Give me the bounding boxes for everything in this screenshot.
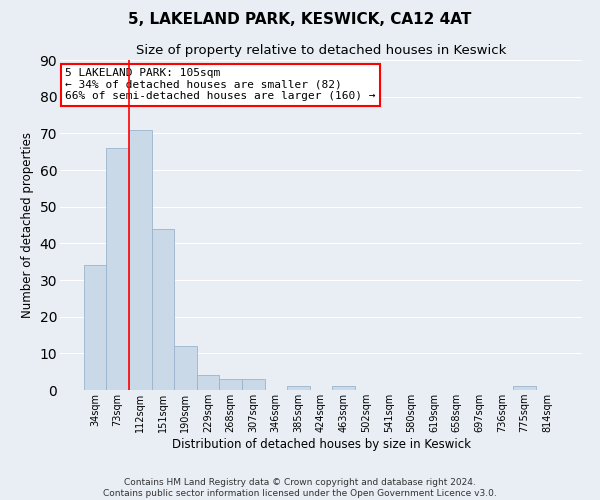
Y-axis label: Number of detached properties: Number of detached properties [21, 132, 34, 318]
Title: Size of property relative to detached houses in Keswick: Size of property relative to detached ho… [136, 44, 506, 58]
Bar [106, 148, 129, 390]
Bar [287, 386, 310, 390]
Bar [174, 346, 197, 390]
X-axis label: Distribution of detached houses by size in Keswick: Distribution of detached houses by size … [172, 438, 470, 451]
Bar [332, 386, 355, 390]
Bar [152, 228, 174, 390]
Bar [513, 386, 536, 390]
Bar [242, 379, 265, 390]
Text: 5 LAKELAND PARK: 105sqm
← 34% of detached houses are smaller (82)
66% of semi-de: 5 LAKELAND PARK: 105sqm ← 34% of detache… [65, 68, 376, 102]
Text: 5, LAKELAND PARK, KESWICK, CA12 4AT: 5, LAKELAND PARK, KESWICK, CA12 4AT [128, 12, 472, 28]
Text: Contains HM Land Registry data © Crown copyright and database right 2024.
Contai: Contains HM Land Registry data © Crown c… [103, 478, 497, 498]
Bar [197, 376, 220, 390]
Bar [129, 130, 152, 390]
Bar [220, 379, 242, 390]
Bar [84, 266, 106, 390]
